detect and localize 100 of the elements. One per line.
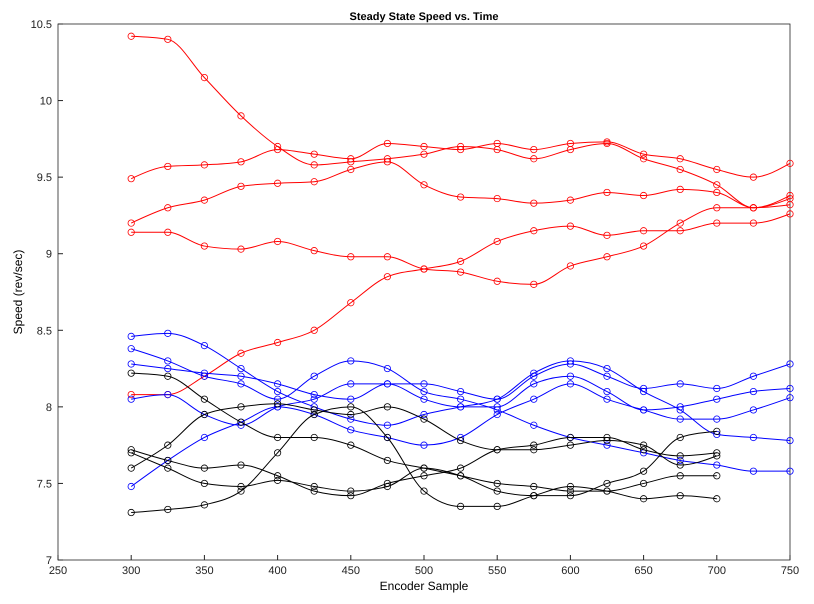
point [713,449,720,456]
point [457,434,464,442]
point [786,160,794,167]
y-tick-label: 10.5 [30,19,52,31]
point [128,332,135,340]
point [566,360,574,368]
point [676,380,684,388]
point [786,360,794,368]
point [457,268,464,276]
point [347,416,354,423]
point [603,188,611,196]
point [420,380,428,388]
point [566,442,574,449]
point [347,299,354,306]
point [274,380,282,388]
point [676,492,684,500]
point [128,360,135,368]
point [237,350,245,357]
point [347,166,354,174]
point [530,227,538,234]
y-tick-label: 8.5 [36,325,52,338]
point [200,161,208,168]
point [164,162,172,170]
point [237,482,245,490]
point [200,480,208,488]
point [494,403,501,410]
point [310,487,318,495]
point [274,396,282,403]
point [237,372,245,380]
point [640,388,648,396]
point [713,452,720,460]
point [128,219,135,227]
point [384,155,391,162]
point [274,388,282,396]
point [200,74,208,82]
point [530,155,538,162]
point [128,370,135,377]
point [420,410,428,418]
point [274,146,282,154]
point [566,196,574,204]
point [128,396,135,403]
point [750,434,757,442]
point [457,396,464,403]
point [603,396,611,403]
point [310,396,318,403]
point [457,502,464,510]
x-tick-label: 300 [122,565,140,577]
point [786,394,794,402]
point [457,258,464,265]
point [494,238,501,246]
point [347,410,354,418]
point [274,238,282,246]
point [128,464,135,472]
point [676,227,684,234]
point [566,380,574,388]
point [640,384,648,392]
point [347,426,354,434]
point [786,384,794,392]
point [420,442,428,449]
point [457,146,464,154]
point [237,158,245,166]
point [494,278,501,285]
point [347,380,354,388]
point [384,456,391,464]
point [164,357,172,365]
point [347,487,354,495]
point [200,464,208,472]
point [494,410,501,418]
point [164,228,172,236]
point [640,480,648,488]
point [128,345,135,352]
point [164,372,172,380]
point [640,449,648,456]
point [640,155,648,162]
point [310,178,318,186]
y-tick-label: 9.5 [36,172,52,184]
point [347,357,354,365]
point [603,253,611,260]
point [237,380,245,388]
point [310,161,318,168]
point [310,434,318,442]
point [164,464,172,472]
point [310,372,318,380]
point [530,442,538,449]
point [713,166,720,174]
point [420,181,428,188]
point [384,403,391,410]
point [494,194,501,202]
point [457,436,464,444]
point [530,370,538,377]
point [640,442,648,449]
point [603,480,611,488]
x-tick-label: 500 [414,565,434,577]
point [274,476,282,484]
x-tick-label: 650 [634,565,653,577]
point [640,446,648,454]
point [347,396,354,403]
point [200,501,208,508]
point [676,472,684,480]
point [640,242,648,250]
